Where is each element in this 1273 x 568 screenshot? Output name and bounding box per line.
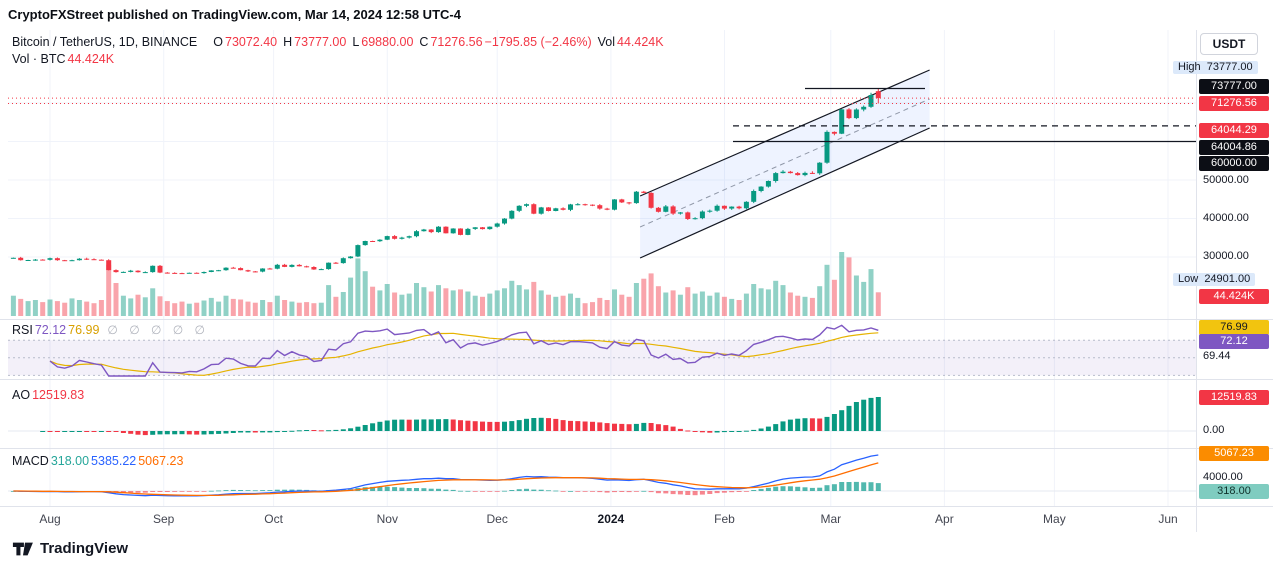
rsi-panel-canvas[interactable] (8, 319, 1196, 379)
volume-series-label: Vol · BTC (12, 52, 66, 66)
attribution-text: CryptoFXStreet published on TradingView.… (8, 7, 461, 22)
rsi-legend[interactable]: RSI 72.12 76.99 ∅ ∅ ∅ ∅ ∅ (12, 323, 209, 337)
symbol-legend[interactable]: Bitcoin / TetherUS, 1D, BINANCE O 73072.40… (12, 35, 664, 49)
high-label: H (283, 35, 293, 49)
rsi-badge: 72.12 (1199, 334, 1269, 349)
time-label-May: May (1043, 512, 1066, 526)
time-label-Apr: Apr (935, 512, 954, 526)
rsi-scale-label: 69.44 (1203, 350, 1231, 362)
ao-badge: 12519.83 (1199, 390, 1269, 405)
ao-value: 12519.83 (32, 388, 85, 402)
rsi-value: 72.12 (34, 323, 67, 337)
time-label-Jun: Jun (1158, 512, 1178, 526)
tradingview-logo[interactable]: TradingView (12, 540, 128, 557)
ao-title[interactable]: AO (12, 388, 31, 402)
divider-macd (0, 448, 1273, 449)
close-value: 71276.56 (430, 35, 483, 49)
tradingview-icon (12, 542, 33, 555)
time-label-Aug: Aug (39, 512, 61, 526)
rsi-title[interactable]: RSI (12, 323, 33, 337)
ath-price-badge: 73777.00 (1199, 79, 1269, 94)
open-value: 73072.40 (225, 35, 278, 49)
main-chart-canvas[interactable] (8, 30, 1196, 319)
last-price-badge: 71276.56 (1199, 96, 1269, 111)
level2-badge: 64004.86 (1199, 140, 1269, 155)
ao-panel-canvas[interactable] (8, 379, 1196, 448)
macd-title[interactable]: MACD (12, 454, 49, 468)
symbol-title[interactable]: Bitcoin / TetherUS, 1D, BINANCE (12, 35, 198, 49)
high-value: 73777.00 (294, 35, 347, 49)
macd-line-value: 5385.22 (91, 454, 137, 468)
time-label-Oct: Oct (264, 512, 283, 526)
high-marker: High 73777.00 (1173, 61, 1258, 74)
tradingview-wordmark: TradingView (40, 540, 129, 557)
currency-toggle-button[interactable]: USDT (1200, 33, 1258, 55)
volume-series-value: 44.424K (67, 52, 115, 66)
divider-timeaxis (0, 506, 1273, 507)
time-label-Dec: Dec (486, 512, 508, 526)
rsi-ma-value: 76.99 (68, 323, 100, 337)
low-value: 69880.00 (361, 35, 414, 49)
ao-zero-label: 0.00 (1203, 424, 1225, 436)
macd-panel-canvas[interactable] (8, 448, 1196, 506)
rsi-ma-badge: 76.99 (1199, 320, 1269, 335)
time-label-Sep: Sep (153, 512, 175, 526)
time-label-Mar: Mar (820, 512, 842, 526)
low-marker: Low 24901.00 (1173, 273, 1256, 286)
volume-badge: 44.424K (1199, 289, 1269, 304)
time-axis[interactable]: Aug Sep Oct Nov Dec 2024 Feb Mar Apr May Jun (0, 506, 1196, 532)
macd-signal-badge: 5067.23 (1199, 446, 1269, 461)
open-label: O (213, 35, 223, 49)
macd-hist-value: 318.00 (50, 454, 90, 468)
grid-label-50000: 50000.00 (1203, 174, 1249, 186)
close-label: C (419, 35, 429, 49)
time-label-Nov: Nov (376, 512, 398, 526)
macd-scale-label: 4000.00 (1203, 471, 1243, 483)
time-label-Feb: Feb (714, 512, 735, 526)
dashed-level-badge: 64044.29 (1199, 123, 1269, 138)
divider-ao (0, 379, 1273, 380)
low-label: L (352, 35, 360, 49)
grid-label-30000: 30000.00 (1203, 250, 1249, 262)
grid-label-40000: 40000.00 (1203, 212, 1249, 224)
footer-bar: TradingView (0, 532, 1273, 568)
rsi-hidden-values: ∅ ∅ ∅ ∅ ∅ (107, 323, 210, 337)
time-label-2024: 2024 (597, 512, 625, 526)
divider-rsi (0, 319, 1273, 320)
support-badge: 60000.00 (1199, 156, 1269, 171)
macd-hist-badge: 318.00 (1199, 484, 1269, 499)
change-value: −1795.85 (−2.46%) (484, 35, 592, 49)
ao-legend[interactable]: AO 12519.83 (12, 388, 84, 402)
vol-label: Vol (597, 35, 615, 49)
vol-value: 44.424K (617, 35, 664, 49)
macd-legend[interactable]: MACD 318.00 5385.22 5067.23 (12, 454, 183, 468)
volume-legend[interactable]: Vol · BTC 44.424K (12, 52, 114, 66)
macd-signal-value: 5067.23 (138, 454, 184, 468)
price-axis[interactable]: USDT High 73777.00 73777.00 71276.56 640… (1173, 0, 1273, 532)
